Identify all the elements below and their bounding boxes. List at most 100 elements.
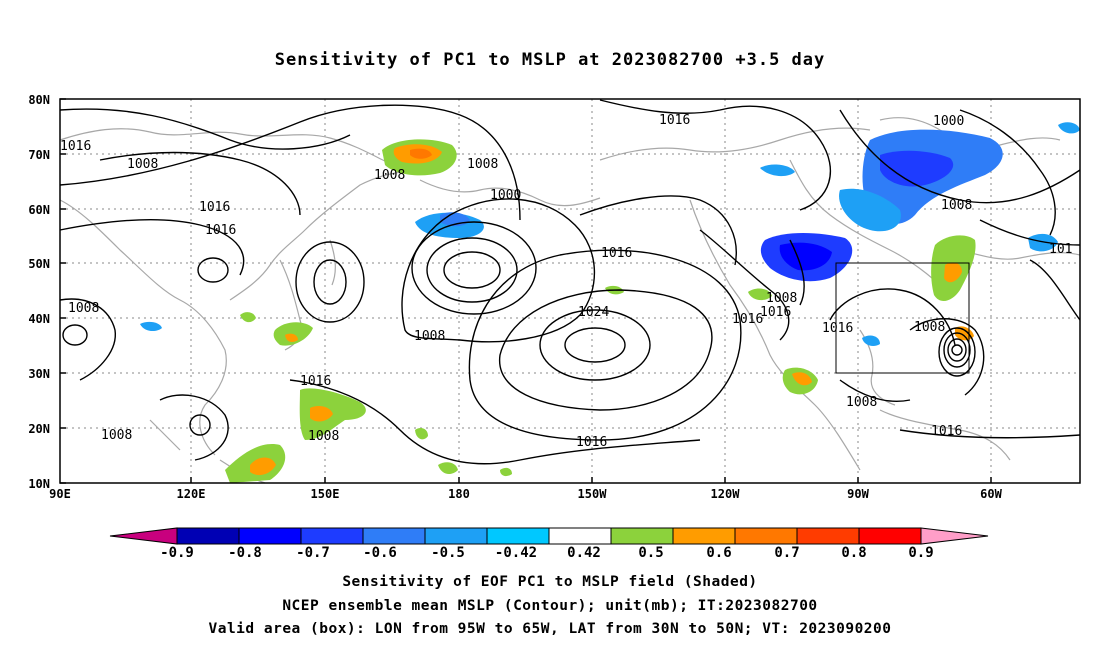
lon-tick-label: 60W <box>980 487 1002 501</box>
caption-contour: NCEP ensemble mean MSLP (Contour); unit(… <box>282 598 818 614</box>
negative-sensitivity-patch <box>140 321 162 332</box>
caption-valid-area: Valid area (box): LON from 95W to 65W, L… <box>208 621 892 637</box>
lon-tick-label: 120E <box>177 487 206 501</box>
colorbar-label: -0.7 <box>296 545 330 561</box>
lon-tick-label: 120W <box>711 487 741 501</box>
axis-ticks <box>60 98 992 484</box>
colorbar-label: 0.9 <box>908 545 933 561</box>
colorbar-low-arrow <box>109 527 178 545</box>
lon-tick-label: 150W <box>578 487 608 501</box>
colorbar-label: 0.7 <box>774 545 799 561</box>
positive-sensitivity-patch <box>240 312 256 323</box>
negative-sensitivity-core <box>880 150 954 187</box>
positive-sensitivity-patch <box>310 406 333 422</box>
colorbar-segment <box>300 527 364 545</box>
contour-label: 1016 <box>760 305 791 320</box>
lat-tick-label: 30N <box>28 367 50 381</box>
colorbar-segment <box>858 527 922 545</box>
positive-sensitivity-patch <box>748 288 772 301</box>
sensitivity-shading <box>140 122 1080 483</box>
colorbar-segment <box>362 527 426 545</box>
colorbar-high-arrow <box>920 527 989 545</box>
lat-tick-label: 70N <box>28 148 50 162</box>
contour-label: 1000 <box>933 114 964 129</box>
contour-label: 1008 <box>766 291 797 306</box>
lat-tick-label: 60N <box>28 203 50 217</box>
contour-labels: 1016 1008 1008 1016 1016 1008 1008 1016 … <box>60 113 1072 450</box>
contour-label: 1008 <box>846 395 877 410</box>
negative-sensitivity-patch <box>1058 122 1080 134</box>
contour-label: 1016 <box>732 312 763 327</box>
negative-sensitivity-core <box>779 242 832 271</box>
latitude-axis: 80N 70N 60N 50N 40N 30N 20N 10N <box>28 93 50 491</box>
colorbar-segment <box>548 527 612 545</box>
colorbar-segment <box>610 527 674 545</box>
colorbar-segments <box>176 527 922 545</box>
contour-label: 1008 <box>101 428 132 443</box>
lat-tick-label: 40N <box>28 312 50 326</box>
contour-label: 1024 <box>578 305 609 320</box>
contour-label: 1008 <box>467 157 498 172</box>
lon-tick-label: 90E <box>49 487 71 501</box>
contour-label: 1008 <box>68 301 99 316</box>
coastlines <box>59 117 1081 484</box>
lon-tick-label: 180 <box>448 487 470 501</box>
positive-sensitivity-patch <box>792 372 812 386</box>
colorbar-segment <box>796 527 860 545</box>
colorbar-segment <box>424 527 488 545</box>
colorbar-label: 0.6 <box>706 545 731 561</box>
caption-shading: Sensitivity of EOF PC1 to MSLP field (Sh… <box>342 574 758 590</box>
chart-title: Sensitivity of PC1 to MSLP at 2023082700… <box>274 50 826 70</box>
contour-label: 1016 <box>822 321 853 336</box>
positive-sensitivity-patch <box>273 322 313 346</box>
contour-label: 1008 <box>374 168 405 183</box>
lon-tick-label: 150E <box>311 487 340 501</box>
negative-sensitivity-patch <box>1028 233 1058 252</box>
lat-tick-label: 10N <box>28 477 50 491</box>
colorbar-label: -0.5 <box>431 545 465 561</box>
lat-tick-label: 80N <box>28 93 50 107</box>
contour-label: 1008 <box>414 329 445 344</box>
negative-sensitivity-patch <box>839 188 901 232</box>
colorbar: -0.9 -0.8 -0.7 -0.6 -0.5 -0.42 0.42 0.5 … <box>109 527 989 561</box>
negative-sensitivity-patch <box>760 164 795 177</box>
contour-label: 1000 <box>490 188 521 203</box>
contour-label: 1008 <box>914 320 945 335</box>
positive-sensitivity-patch <box>250 457 276 476</box>
colorbar-segment <box>486 527 550 545</box>
colorbar-label: -0.6 <box>363 545 397 561</box>
contour-label: 101 <box>1049 242 1072 257</box>
valid-area-box <box>835 262 970 374</box>
mslp-contours <box>59 99 1081 465</box>
colorbar-label: -0.9 <box>160 545 194 561</box>
colorbar-segment <box>734 527 798 545</box>
colorbar-segment <box>238 527 302 545</box>
contour-label: 1016 <box>199 200 230 215</box>
colorbar-segment <box>176 527 240 545</box>
lat-tick-label: 20N <box>28 422 50 436</box>
contour-label: 1016 <box>300 374 331 389</box>
positive-sensitivity-patch <box>500 467 512 477</box>
positive-sensitivity-patch <box>415 428 428 440</box>
colorbar-label: -0.42 <box>495 545 537 561</box>
lat-tick-label: 50N <box>28 257 50 271</box>
positive-sensitivity-patch <box>285 333 298 343</box>
contour-label: 1016 <box>601 246 632 261</box>
positive-sensitivity-core <box>410 148 432 159</box>
positive-sensitivity-patch <box>438 462 458 475</box>
colorbar-label: 0.42 <box>567 545 601 561</box>
map-frame <box>59 98 1081 484</box>
colorbar-label: -0.8 <box>228 545 262 561</box>
gridlines <box>60 99 1080 483</box>
contour-label: 1016 <box>659 113 690 128</box>
contour-label: 1008 <box>308 429 339 444</box>
contour-label: 1008 <box>941 198 972 213</box>
contour-label: 1008 <box>127 157 158 172</box>
colorbar-segment <box>672 527 736 545</box>
negative-sensitivity-patch <box>862 335 880 346</box>
contour-label: 1016 <box>60 139 91 154</box>
positive-sensitivity-patch <box>944 262 962 283</box>
colorbar-labels: -0.9 -0.8 -0.7 -0.6 -0.5 -0.42 0.42 0.5 … <box>160 545 934 561</box>
contour-label: 1016 <box>205 223 236 238</box>
